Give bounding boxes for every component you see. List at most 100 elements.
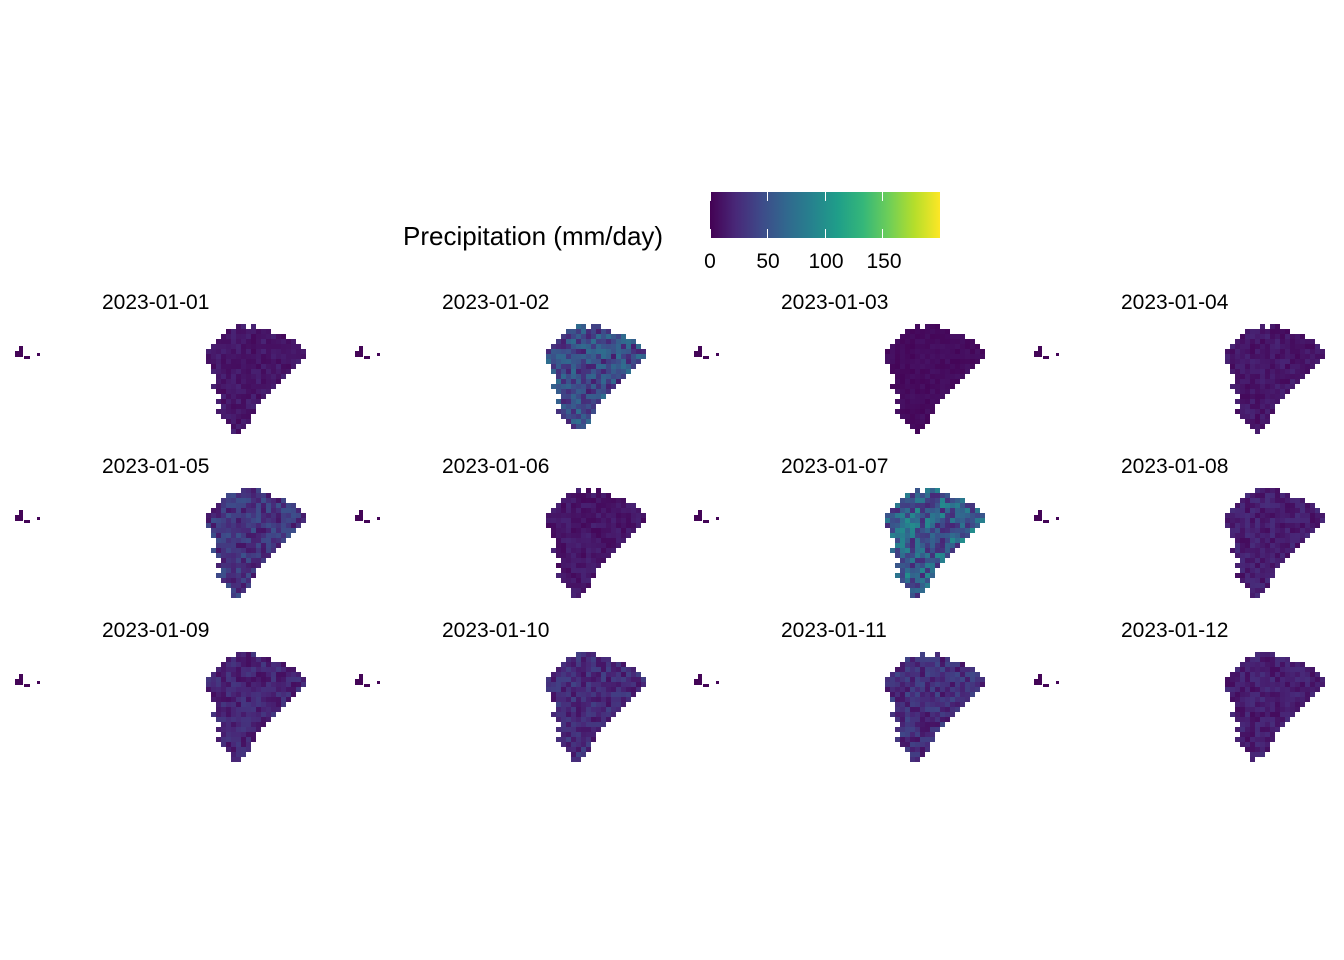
precip-cell	[261, 692, 266, 697]
precip-cell	[1250, 543, 1255, 548]
precip-cell	[1260, 389, 1265, 394]
precip-cell	[256, 369, 261, 374]
precip-cell	[231, 364, 236, 369]
colorbar-tick-mark	[825, 192, 826, 201]
precip-cell	[241, 384, 246, 389]
precip-cell	[910, 737, 915, 742]
precip-cell	[1240, 727, 1245, 732]
precip-cell	[950, 364, 955, 369]
precip-cell	[1245, 717, 1250, 722]
precip-cell	[231, 493, 236, 498]
precip-cell	[571, 682, 576, 687]
precip-cell	[216, 563, 221, 568]
precip-cell	[1270, 652, 1275, 657]
colorbar-tick-mark	[710, 229, 711, 238]
precip-cell	[626, 359, 631, 364]
precip-cell	[221, 742, 226, 747]
precip-cell	[571, 702, 576, 707]
precip-cell	[920, 543, 925, 548]
precip-cell	[256, 563, 261, 568]
precip-cell	[586, 528, 591, 533]
precip-cell	[571, 657, 576, 662]
precip-cell	[960, 374, 965, 379]
precip-cell	[910, 687, 915, 692]
galapagos-island-cell	[37, 353, 40, 356]
precip-cell	[221, 523, 226, 528]
precip-cell	[915, 657, 920, 662]
precip-cell	[601, 329, 606, 334]
precip-cell	[1245, 339, 1250, 344]
precip-cell	[301, 677, 306, 682]
precip-cell	[940, 339, 945, 344]
precip-cell	[611, 692, 616, 697]
precip-cell	[1250, 742, 1255, 747]
precip-cell	[905, 657, 910, 662]
precip-cell	[1275, 687, 1280, 692]
precip-cell	[1270, 682, 1275, 687]
precip-cell	[1250, 677, 1255, 682]
precip-cell	[586, 543, 591, 548]
precip-cell	[586, 692, 591, 697]
precip-cell	[935, 324, 940, 329]
precip-cell	[1275, 727, 1280, 732]
precip-cell	[1255, 339, 1260, 344]
precip-cell	[251, 399, 256, 404]
precip-cell	[1245, 419, 1250, 424]
precip-cell	[945, 379, 950, 384]
precip-cell	[591, 732, 596, 737]
precip-cell	[606, 677, 611, 682]
precip-cell	[1245, 498, 1250, 503]
precip-cell	[231, 429, 236, 434]
precip-cell	[236, 414, 241, 419]
precip-cell	[626, 503, 631, 508]
precip-cell	[596, 727, 601, 732]
precip-cell	[1290, 702, 1295, 707]
precip-cell	[301, 354, 306, 359]
precip-cell	[591, 707, 596, 712]
precip-cell	[606, 523, 611, 528]
precip-cell	[1230, 533, 1235, 538]
precip-cell	[950, 712, 955, 717]
galapagos-island-cell	[716, 681, 719, 684]
precip-cell	[256, 672, 261, 677]
precip-cell	[1305, 523, 1310, 528]
precip-cell	[1270, 667, 1275, 672]
precip-cell	[241, 687, 246, 692]
precip-cell	[246, 523, 251, 528]
precip-cell	[1255, 533, 1260, 538]
precip-cell	[1270, 523, 1275, 528]
precip-cell	[596, 543, 601, 548]
precip-cell	[581, 404, 586, 409]
precip-cell	[915, 518, 920, 523]
precip-cell	[895, 702, 900, 707]
precip-cell	[915, 523, 920, 528]
precip-cell	[576, 399, 581, 404]
precip-cell	[1245, 518, 1250, 523]
precip-cell	[1275, 379, 1280, 384]
precip-cell	[1230, 364, 1235, 369]
precip-cell	[1270, 662, 1275, 667]
precip-cell	[596, 389, 601, 394]
galapagos-island-cell	[24, 356, 30, 359]
precip-cell	[930, 692, 935, 697]
precip-cell	[586, 329, 591, 334]
precip-cell	[616, 677, 621, 682]
precip-cell	[910, 538, 915, 543]
precip-cell	[1255, 752, 1260, 757]
precip-cell	[1265, 493, 1270, 498]
precip-cell	[271, 702, 276, 707]
precip-cell	[581, 543, 586, 548]
precip-cell	[566, 558, 571, 563]
precip-cell	[291, 349, 296, 354]
precip-cell	[960, 369, 965, 374]
precip-cell	[281, 364, 286, 369]
precip-cell	[1275, 334, 1280, 339]
precip-cell	[591, 364, 596, 369]
precip-cell	[241, 558, 246, 563]
precip-cell	[970, 503, 975, 508]
precip-cell	[276, 523, 281, 528]
precip-cell	[925, 563, 930, 568]
precip-cell	[905, 528, 910, 533]
precip-cell	[925, 334, 930, 339]
precip-cell	[596, 334, 601, 339]
